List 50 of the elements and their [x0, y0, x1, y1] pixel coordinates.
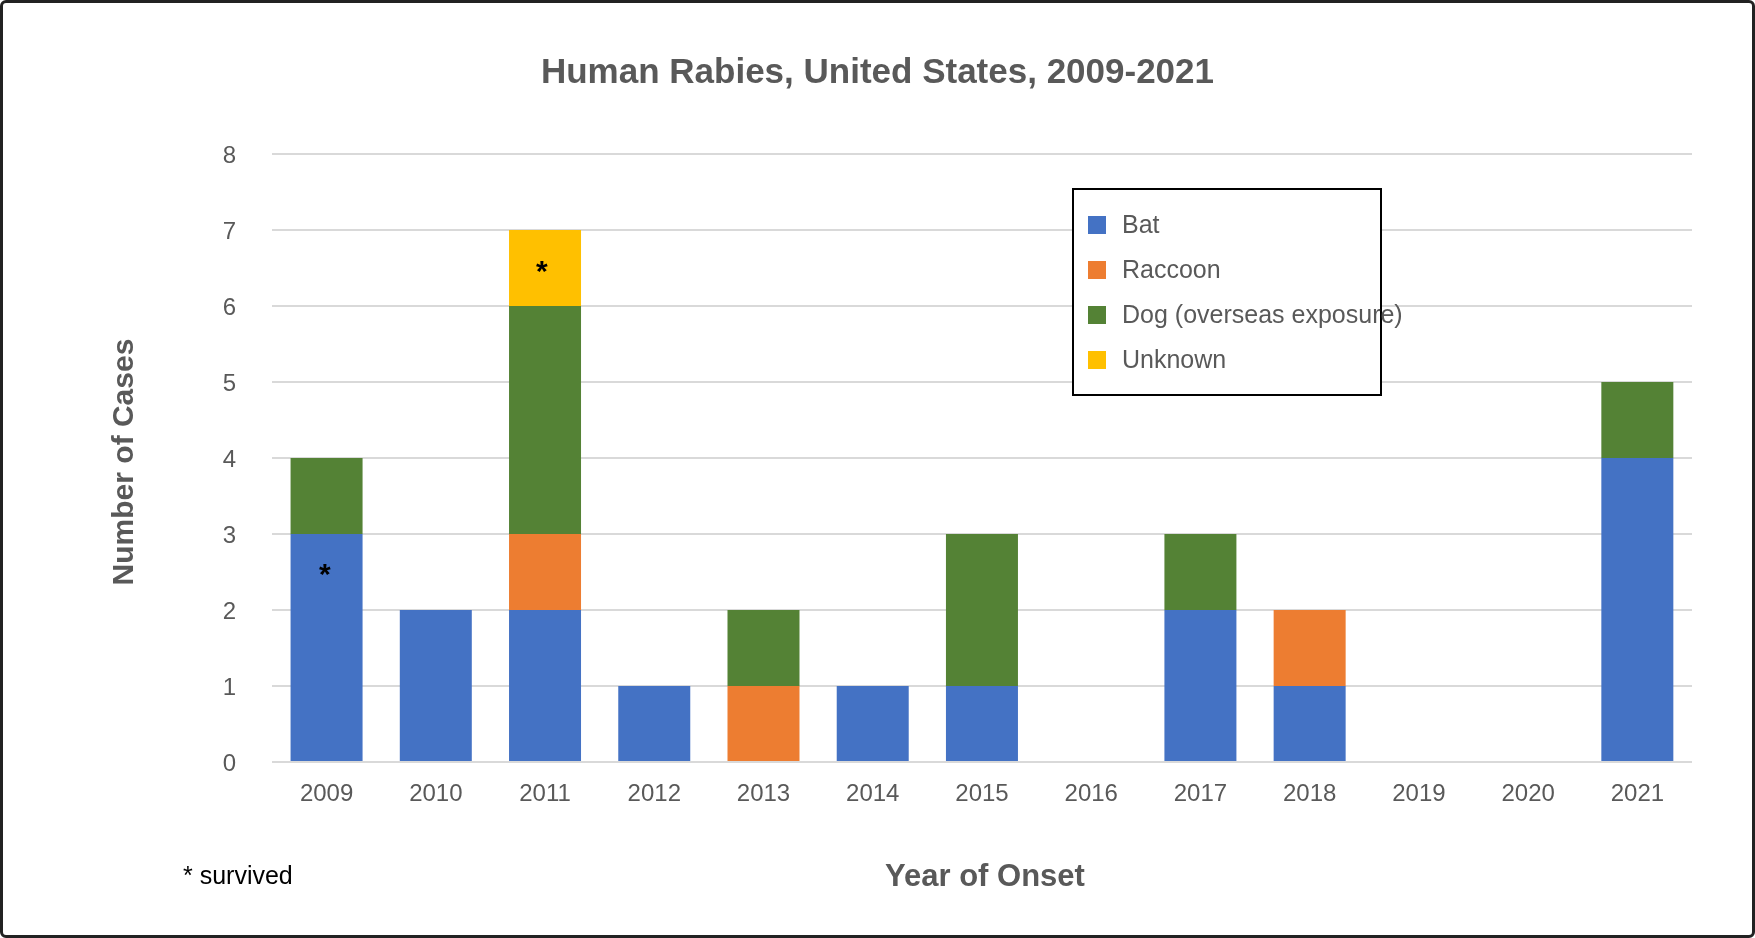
bar	[1164, 610, 1237, 762]
y-tick-label: 6	[222, 292, 236, 320]
y-axis-title: Number of Cases	[106, 337, 140, 588]
bar	[836, 686, 909, 762]
legend-label: Unknown	[1122, 345, 1227, 374]
bar	[945, 686, 1018, 762]
x-tick-label: 2011	[519, 779, 571, 807]
bar	[618, 686, 691, 762]
y-tick-label: 7	[222, 216, 236, 244]
bar	[290, 458, 363, 534]
x-tick-label: 2017	[1173, 779, 1228, 807]
y-tick-label: 4	[222, 444, 236, 472]
annotation: *	[536, 254, 548, 287]
x-tick-label: 2019	[1392, 779, 1446, 807]
bar	[1273, 610, 1346, 686]
text: * survived	[183, 861, 293, 889]
y-tick-label: 3	[222, 520, 236, 548]
chart-title: Human Rabies, United States, 2009-2021	[539, 51, 1216, 91]
bar	[509, 534, 582, 610]
y-tick-label: 1	[222, 672, 236, 700]
x-tick-label: 2010	[409, 779, 463, 807]
bar	[1601, 458, 1674, 762]
bar	[727, 610, 800, 686]
legend-label: Bat	[1122, 210, 1160, 239]
bar	[945, 534, 1018, 686]
legend-label: Raccoon	[1122, 255, 1221, 284]
bar	[1601, 382, 1674, 458]
x-tick-label: 2021	[1610, 779, 1665, 807]
bar	[509, 306, 582, 534]
x-tick-label: 2015	[955, 779, 1009, 807]
bar	[509, 610, 582, 762]
bar	[1273, 686, 1346, 762]
bar	[509, 230, 582, 306]
bar	[399, 610, 472, 762]
x-tick-label: 2016	[1064, 779, 1118, 807]
x-axis-title: Year of Onset	[885, 858, 1085, 893]
y-tick-label: 2	[222, 596, 236, 624]
x-tick-label: 2013	[736, 779, 791, 807]
x-tick-label: 2014	[846, 779, 900, 807]
y-tick-label: 0	[222, 748, 236, 776]
bar	[727, 686, 800, 762]
bar	[1164, 534, 1237, 610]
x-tick-label: 2012	[627, 779, 681, 807]
y-tick-label: 5	[222, 368, 236, 396]
x-tick-label: 2009	[299, 779, 354, 807]
y-tick-label: 8	[222, 140, 236, 168]
x-tick-label: 2018	[1283, 779, 1337, 807]
annotation: *	[319, 557, 331, 590]
bar	[290, 534, 363, 762]
x-tick-label: 2020	[1501, 779, 1555, 807]
